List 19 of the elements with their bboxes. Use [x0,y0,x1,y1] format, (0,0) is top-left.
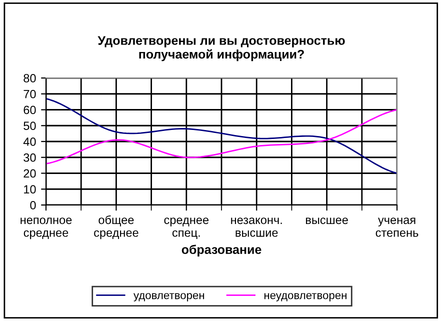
y-tick-label: 50 [24,122,36,130]
chart-title: Удовлетворены ли вы достоверностью получаемой информации? [98,36,345,62]
x-tick-label: общее среднее [94,215,138,240]
x-tick-label: неполное среднее [20,218,72,240]
y-tick-label: 30 [24,153,36,162]
y-tick-label: 10 [24,185,36,194]
x-tick-label: ученая степень [376,218,418,237]
y-tick-label: 20 [24,169,36,178]
y-tick-label: 40 [23,138,36,146]
y-tick-label: 60 [24,106,36,114]
x-tick-label: незаконч. высшие [231,218,282,237]
y-tick-label: 0 [30,201,36,210]
legend-label: удовлетворен [134,293,204,302]
y-tick-label: 80 [24,74,36,82]
x-axis-title: образование [182,244,262,256]
x-tick-label: высшее [306,218,348,224]
x-tick-label: среднее спец. [164,218,209,240]
legend-label: неудовлетворен [264,293,346,302]
y-tick-label: 70 [24,90,36,98]
